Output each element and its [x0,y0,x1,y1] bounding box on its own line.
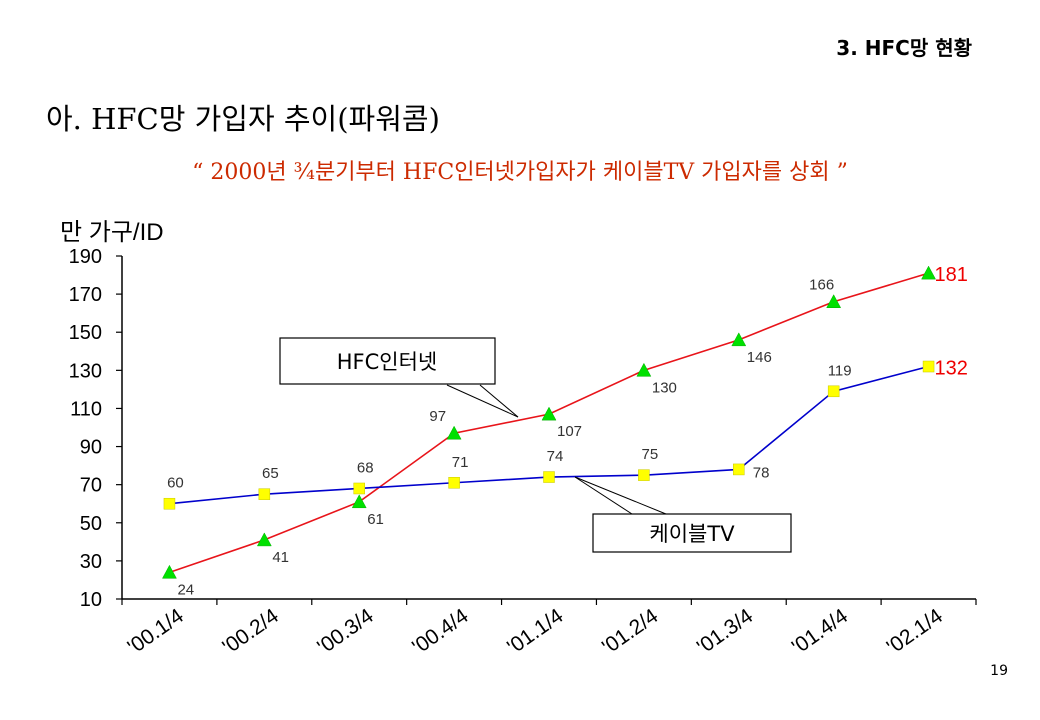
x-tick-label: '02.1/4 [883,604,948,659]
hfc-marker [446,425,462,440]
cable-marker [448,477,460,489]
cable-marker [353,482,365,495]
page-subtitle: “ 2000년 ¾분기부터 HFC인터넷가입자가 케이블TV 가입자를 상회 ” [192,160,848,185]
cable-marker [638,469,650,481]
y-tick-label: 110 [70,398,102,420]
cable-marker [258,488,271,500]
y-tick-label: 70 [80,475,102,497]
callout-pointer-hfc [446,384,519,418]
hfc-marker [636,362,652,377]
callout-label-cable: 케이블TV [649,522,735,546]
x-tick-label: '01.1/4 [503,604,568,659]
hfc-data-label: 97 [429,408,446,425]
cable-data-label: 65 [262,465,279,482]
section-label: 3. HFC망 현황 [836,36,972,60]
hfc-marker [541,406,557,421]
cable-data-label: 68 [357,459,374,476]
cable-marker [733,463,745,476]
hfc-data-label: 146 [747,349,772,366]
hfc-data-label: 166 [809,277,834,294]
y-tick-label: 30 [80,551,102,573]
cable-marker [543,471,555,483]
cable-data-label: 78 [753,464,770,481]
hfc-data-label: 181 [935,264,968,286]
y-tick-label: 190 [69,246,102,268]
x-tick-label: '01.3/4 [693,604,758,659]
cable-marker [163,497,176,510]
cable-data-label: 75 [642,446,659,463]
callout-label-hfc: HFC인터넷 [337,350,438,374]
x-tick-label: '01.4/4 [788,604,853,659]
y-tick-label: 90 [80,437,102,459]
y-tick-label: 150 [69,322,102,344]
hfc-data-label: 107 [557,423,582,440]
series-line-cable [169,365,929,505]
data-marks: 24 41 61 97 107 130 146 166 181 60 65 68 71 74 75 78 119… [162,264,968,598]
hfc-marker [162,564,177,579]
callout-box-cable [592,513,792,553]
cable-marker [827,385,840,398]
hfc-marker [826,294,842,308]
cable-data-label: 132 [935,358,968,380]
cable-data-label: 60 [167,475,184,492]
series-lines [169,272,929,574]
page-title: 아. HFC망 가입자 추이(파워콤) [46,102,440,136]
x-tick-label: '00.1/4 [124,604,189,659]
y-tick-label: 50 [80,513,102,535]
hfc-marker [351,494,367,509]
hfc-data-label: 41 [272,549,289,566]
x-tick-label: '00.4/4 [408,604,473,659]
cable-data-label: 74 [547,448,564,465]
hfc-marker [256,532,272,547]
cable-data-label: 119 [828,362,852,379]
cable-marker [922,360,935,373]
series-line-hfc [169,272,929,574]
callout-pointer-cable [574,476,667,515]
page-number: 19 [990,663,1008,679]
hfc-marker [921,265,936,280]
x-tick-label: '00.3/4 [313,604,378,659]
callout-pointer-hfc [479,384,519,418]
y-tick-label: 170 [69,284,102,306]
callout-box-hfc [279,337,496,385]
cable-data-label: 71 [452,454,469,471]
x-tick-label: '01.2/4 [598,604,663,659]
hfc-data-label: 24 [177,581,194,598]
hfc-marker [731,332,747,347]
callout-pointer-cable [574,476,633,515]
y-tick-label: 130 [69,360,102,382]
y-tick-label: 10 [80,589,102,611]
y-axis-label: 만 가구/ID [60,219,164,246]
hfc-data-label: 130 [652,379,677,396]
x-tick-label: '00.2/4 [218,604,283,659]
hfc-data-label: 61 [367,511,384,528]
